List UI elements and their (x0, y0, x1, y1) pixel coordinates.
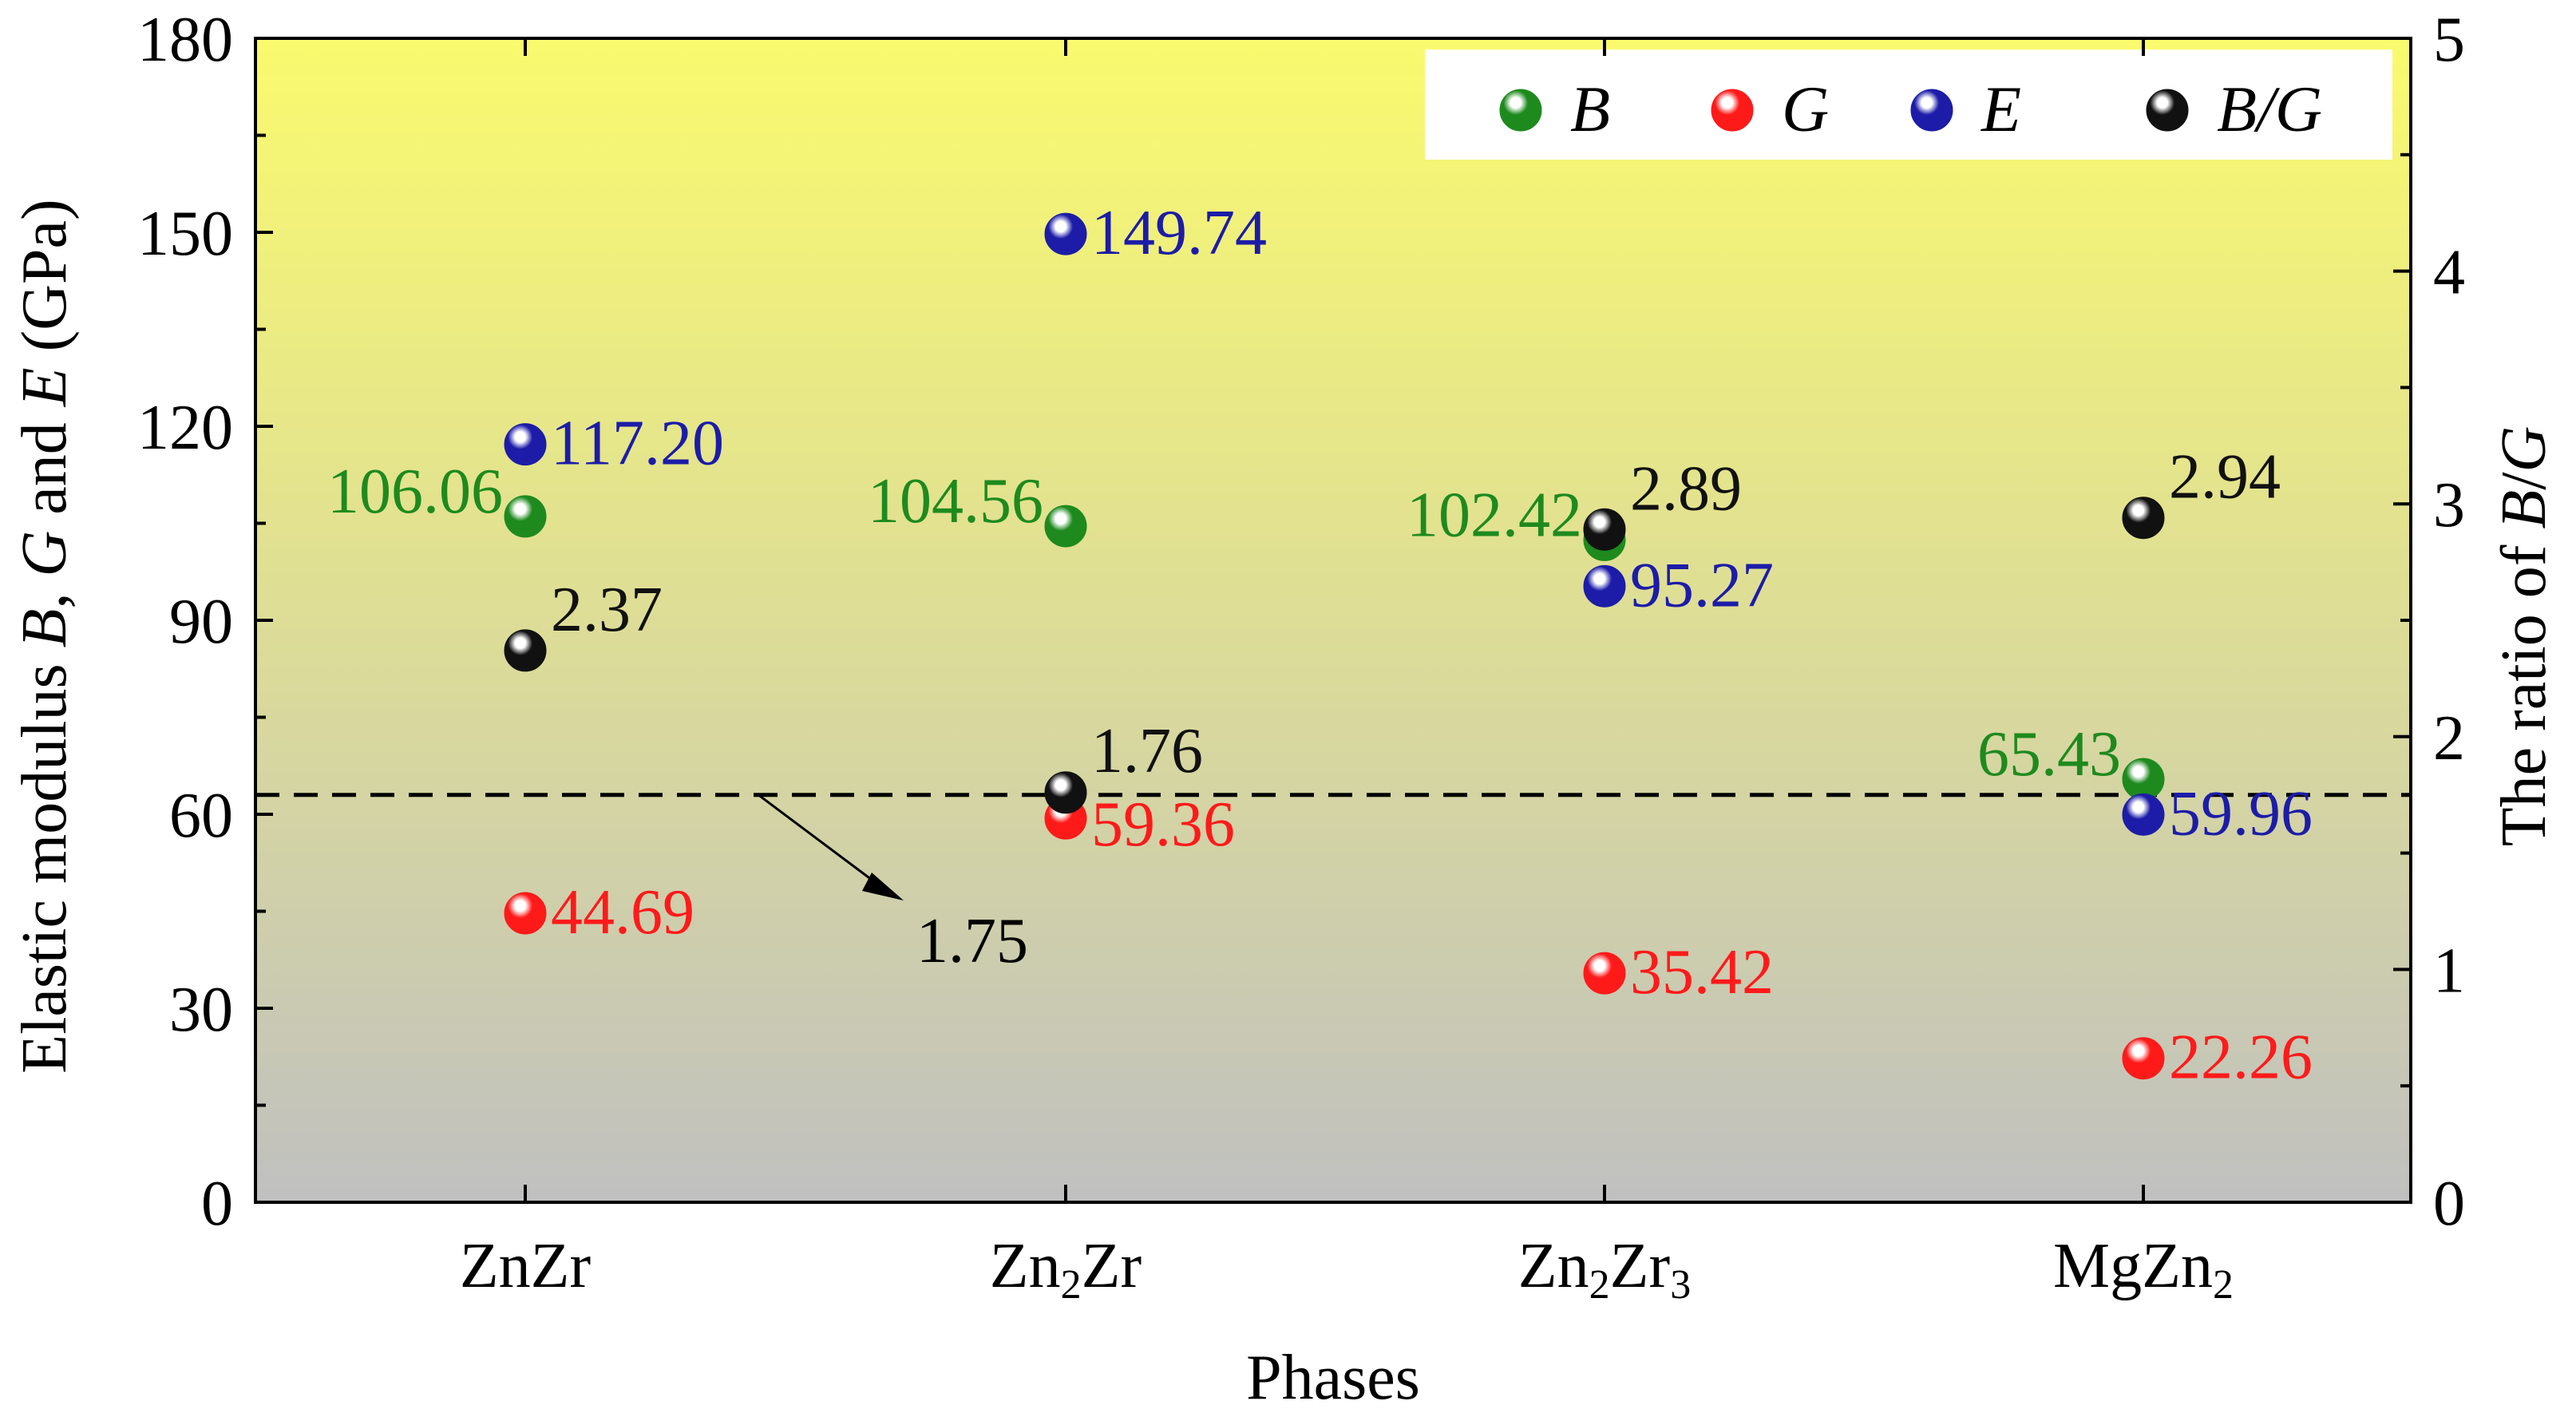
point-b-znzr (504, 495, 547, 538)
x-axis-title: Phases (1246, 1343, 1420, 1413)
x-category-label-zn2zr3: Zn2Zr3 (1518, 1231, 1691, 1308)
left-tick-label: 60 (169, 781, 233, 851)
point-e-znzr (504, 423, 547, 466)
value-label-g-mgzn2: 22.26 (2169, 1023, 2313, 1093)
value-label-b-mgzn2: 65.43 (1977, 719, 2121, 790)
right-tick-label: 3 (2433, 470, 2465, 540)
point-e-zn2zr3 (1583, 564, 1626, 608)
value-label-b-g-znzr: 2.37 (551, 575, 663, 645)
reference-arrow-head (862, 873, 904, 900)
x-category-label-zn2zr: Zn2Zr (990, 1231, 1142, 1308)
x-category-label-znzr: ZnZr (460, 1231, 591, 1301)
x-category-label-mgzn2: MgZn2 (2053, 1231, 2234, 1308)
value-label-e-mgzn2: 59.96 (2169, 778, 2313, 849)
right-tick-label: 5 (2433, 5, 2465, 75)
right-tick-label: 0 (2433, 1169, 2465, 1239)
reference-label: 1.75 (916, 906, 1028, 976)
legend-label-g: G (1782, 73, 1829, 145)
point-g-zn2zr3 (1583, 952, 1626, 995)
value-label-b-g-zn2zr3: 2.89 (1630, 453, 1742, 524)
point-g-znzr (504, 892, 547, 935)
value-label-e-znzr: 117.20 (551, 409, 724, 479)
legend-label-b-g: B/G (2217, 73, 2322, 145)
value-label-g-zn2zr: 59.36 (1091, 790, 1235, 860)
right-tick-label: 2 (2433, 703, 2465, 774)
value-label-g-znzr: 44.69 (551, 877, 694, 948)
right-tick-label: 4 (2433, 238, 2465, 308)
value-label-g-zn2zr3: 35.42 (1630, 937, 1774, 1007)
legend-marker-b (1499, 89, 1542, 132)
point-b-g-znzr (504, 629, 547, 672)
legend-marker-b-g (2146, 89, 2189, 132)
left-tick-label: 90 (169, 587, 233, 657)
point-e-zn2zr (1044, 212, 1087, 255)
left-tick-label: 30 (169, 975, 233, 1045)
point-g-mgzn2 (2122, 1037, 2165, 1080)
value-label-b-g-zn2zr: 1.76 (1091, 716, 1203, 786)
value-label-e-zn2zr: 149.74 (1091, 198, 1267, 268)
left-tick-label: 0 (201, 1169, 233, 1239)
right-tick-label: 1 (2433, 936, 2465, 1006)
point-e-mgzn2 (2122, 793, 2165, 836)
right-axis-title: The ratio of B/G (2489, 426, 2559, 847)
left-tick-label: 150 (137, 199, 233, 269)
left-axis-title: Elastic modulus B, G and E (GPa) (10, 199, 80, 1073)
legend-marker-g (1711, 89, 1754, 132)
value-label-b-zn2zr3: 102.42 (1407, 480, 1582, 550)
plot-background (255, 38, 2411, 1202)
legend-label-e: E (1980, 73, 2021, 145)
value-label-b-zn2zr: 104.56 (868, 466, 1043, 536)
point-b-g-zn2zr3 (1583, 508, 1626, 551)
value-label-b-znzr: 106.06 (327, 457, 503, 527)
value-label-e-zn2zr3: 95.27 (1630, 550, 1774, 620)
left-tick-label: 180 (137, 5, 233, 75)
legend-marker-e (1910, 89, 1953, 132)
left-tick-label: 120 (137, 393, 233, 463)
legend-label-b: B (1570, 73, 1610, 145)
value-label-b-g-mgzn2: 2.94 (2169, 442, 2281, 513)
reference-arrow-line (758, 794, 879, 886)
point-b-g-zn2zr (1044, 771, 1087, 814)
point-b-zn2zr (1044, 505, 1087, 548)
legend-box (1425, 49, 2392, 160)
point-b-g-mgzn2 (2122, 497, 2165, 540)
